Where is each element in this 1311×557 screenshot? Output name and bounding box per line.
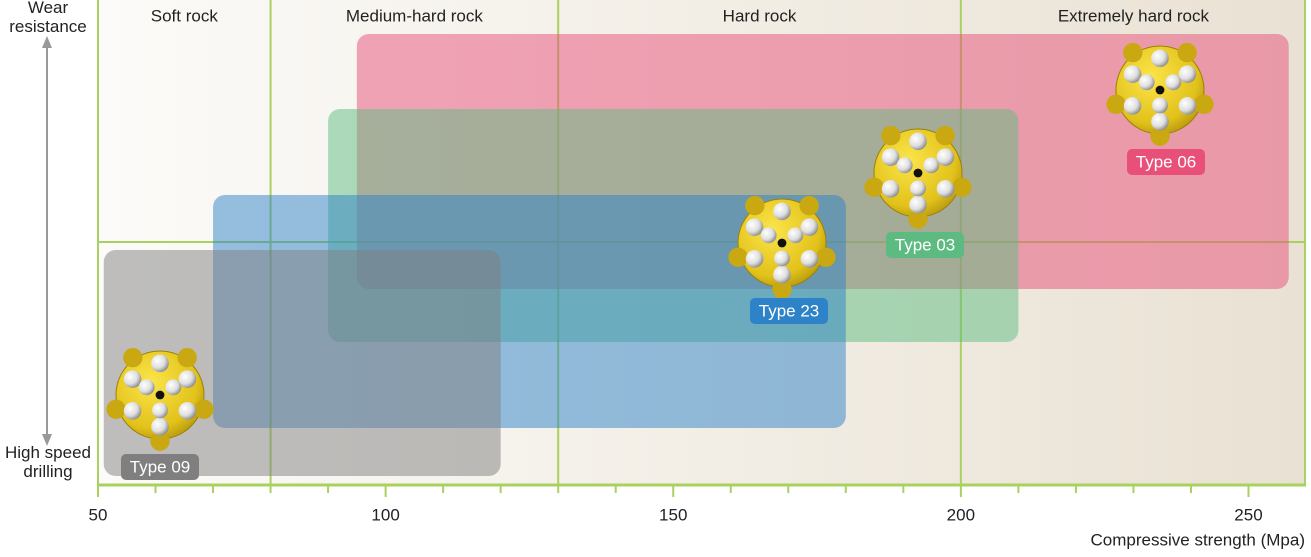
type-label: Type 23: [759, 301, 820, 320]
drill-bit-icon: [1106, 42, 1214, 146]
drill-bit-icon: [728, 195, 836, 299]
bit-notch: [816, 247, 836, 267]
bit-button: [800, 250, 819, 268]
arrow-head: [42, 36, 52, 48]
arrow-head: [42, 434, 52, 446]
bit-notch: [1106, 94, 1126, 114]
y-bottom-label: High speed drilling: [4, 443, 91, 481]
bit-notch: [1150, 126, 1170, 146]
type-label: Type 09: [130, 457, 191, 476]
x-axis-label: Compressive strength (Mpa): [1091, 530, 1305, 549]
type-label: Type 06: [1136, 152, 1197, 171]
bit-button: [152, 402, 168, 419]
bit-button: [1123, 97, 1142, 115]
bit-button: [881, 148, 900, 166]
type-badge: [121, 454, 199, 480]
zone-label: Medium-hard rock: [346, 6, 483, 25]
x-tick-label: 100: [371, 505, 399, 524]
bit-button: [787, 227, 804, 244]
bit-button: [936, 148, 955, 166]
bit-button: [1178, 65, 1197, 83]
bit-button: [165, 379, 182, 396]
bit-notch: [799, 195, 819, 216]
drill-bit-icon: [864, 125, 972, 229]
bit-notch: [123, 347, 143, 368]
bit-button: [760, 227, 777, 244]
x-tick-label: 250: [1234, 505, 1262, 524]
y-top-label: Wear resistance: [9, 0, 87, 36]
bit-button: [936, 180, 955, 198]
bit-button: [800, 218, 819, 236]
bit-button: [773, 265, 791, 284]
bit-button: [1178, 97, 1197, 115]
bit-button: [923, 157, 940, 174]
range-box: [103, 250, 501, 476]
bit-notch: [952, 177, 972, 197]
bit-button: [178, 370, 197, 388]
bit-button: [774, 250, 790, 267]
bit-notch: [194, 399, 214, 419]
bit-notch: [150, 431, 170, 451]
bit-notch: [864, 177, 884, 197]
bit-button: [1151, 112, 1169, 131]
bit-button: [745, 218, 764, 236]
bit-button: [151, 354, 169, 373]
x-tick-label: 150: [659, 505, 687, 524]
bit-button: [745, 250, 764, 268]
type-badge: [750, 298, 828, 324]
bit-hole: [1155, 85, 1165, 95]
bit-notch: [177, 347, 197, 368]
bit-notch: [106, 399, 126, 419]
bit-notch: [1194, 94, 1214, 114]
bit-notch: [745, 195, 765, 216]
bit-notch: [728, 247, 748, 267]
x-tick-label: 200: [947, 505, 975, 524]
bit-notch: [772, 279, 792, 299]
bit-button: [123, 402, 142, 420]
zone-label: Hard rock: [723, 6, 797, 25]
bit-button: [896, 157, 913, 174]
zone-label: Soft rock: [151, 6, 219, 25]
bit-button: [1138, 74, 1155, 91]
bit-button: [178, 402, 197, 420]
drill-bit-icon: [106, 347, 214, 451]
bit-notch: [935, 125, 955, 146]
bit-hole: [913, 168, 923, 178]
bit-button: [1165, 74, 1182, 91]
bit-button: [909, 195, 927, 214]
bit-notch: [1123, 42, 1143, 63]
bit-button: [1151, 49, 1169, 68]
zone-label: Extremely hard rock: [1058, 6, 1210, 25]
bit-button: [881, 180, 900, 198]
bit-notch: [881, 125, 901, 146]
bit-notch: [908, 209, 928, 229]
type-badge: [1127, 149, 1205, 175]
bit-hole: [155, 390, 165, 400]
bit-button: [909, 132, 927, 151]
bit-button: [151, 417, 169, 436]
type-label: Type 03: [895, 235, 956, 254]
type-badge: [886, 232, 964, 258]
bit-button: [1152, 97, 1168, 114]
bit-button: [123, 370, 142, 388]
x-tick-label: 50: [89, 505, 108, 524]
bit-notch: [1177, 42, 1197, 63]
bit-hole: [777, 238, 787, 248]
bit-button: [910, 180, 926, 197]
bit-button: [773, 202, 791, 221]
bit-button: [138, 379, 155, 396]
bit-button: [1123, 65, 1142, 83]
